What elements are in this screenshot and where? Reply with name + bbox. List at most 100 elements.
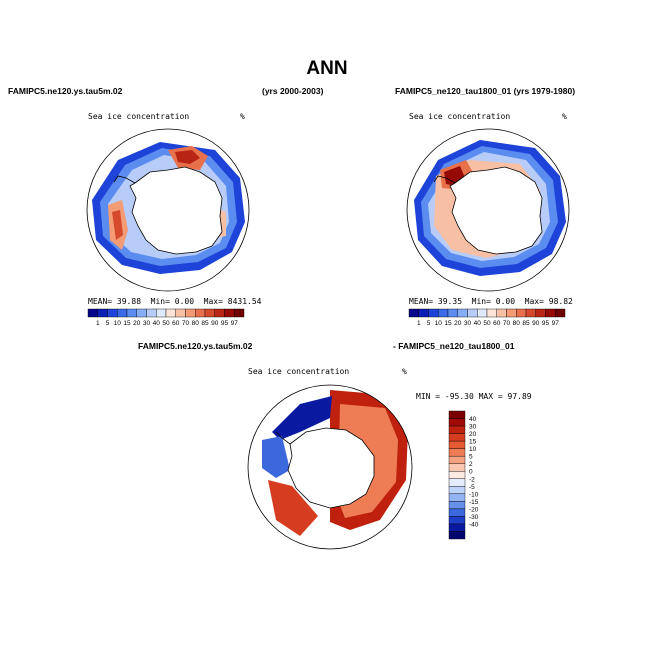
colorbar-tick-label: 95	[221, 320, 229, 327]
diff-stats: MIN = -95.30 MAX = 97.89	[416, 392, 532, 401]
colorbar-tick-label: 70	[503, 320, 511, 327]
colorbar-swatch	[448, 410, 466, 419]
colorbar-swatch	[496, 308, 507, 318]
left-stats: MEAN= 39.88 Min= 0.00 Max= 8431.54	[88, 297, 262, 306]
left-antarctica	[129, 166, 223, 255]
colorbar-swatch	[428, 308, 439, 318]
colorbar-tick-label: 20	[469, 431, 477, 438]
colorbar-tick-label: 70	[182, 320, 190, 327]
colorbar-tick-label: 1	[96, 320, 100, 327]
colorbar-swatch	[117, 308, 128, 318]
colorbar-swatch	[146, 308, 157, 318]
diff-case-right-title: - FAMIPC5_ne120_tau1800_01	[393, 341, 515, 351]
colorbar-tick-label: 30	[143, 320, 151, 327]
colorbar-tick-label: 15	[123, 320, 131, 327]
colorbar-tick-label: 20	[454, 320, 462, 327]
colorbar-tick-label: 95	[542, 320, 550, 327]
colorbar-swatch	[448, 448, 466, 457]
colorbar-swatch	[516, 308, 527, 318]
colorbar-swatch	[438, 308, 449, 318]
right-map-frame	[406, 128, 570, 292]
colorbar-tick-label: 50	[483, 320, 491, 327]
left-peninsula	[113, 175, 136, 184]
colorbar-swatch	[448, 508, 466, 517]
right-peninsula	[433, 175, 456, 184]
right-stats: MEAN= 39.35 Min= 0.00 Max= 98.82	[409, 297, 573, 306]
colorbar-swatch	[457, 308, 468, 318]
colorbar-tick-label: 2	[469, 461, 473, 468]
left-colorbar: 1 5 10 15 20 30 40 50 60 70 80 85 90 95 97	[87, 308, 245, 327]
colorbar-swatch	[214, 308, 225, 318]
left-units-label: %	[240, 112, 245, 121]
colorbar-tick-label: -5	[469, 484, 475, 491]
colorbar-swatch	[87, 308, 98, 318]
left-variable-label: Sea ice concentration	[88, 112, 190, 121]
colorbar-tick-label: 80	[513, 320, 521, 327]
colorbar-swatch	[165, 308, 176, 318]
colorbar-swatch	[204, 308, 215, 318]
colorbar-swatch	[448, 463, 466, 472]
colorbar-swatch	[448, 425, 466, 434]
colorbar-swatch	[185, 308, 196, 318]
colorbar-tick-label: 30	[469, 424, 477, 431]
colorbar-swatch	[448, 478, 466, 487]
diff-units-label: %	[402, 367, 407, 376]
colorbar-tick-label: 90	[211, 320, 219, 327]
colorbar-tick-label: 10	[469, 446, 477, 453]
colorbar-swatch	[486, 308, 497, 318]
colorbar-tick-label: 60	[172, 320, 180, 327]
colorbar-swatch	[418, 308, 429, 318]
colorbar-swatch	[408, 308, 419, 318]
colorbar-tick-label: -20	[469, 506, 479, 513]
colorbar-tick-label: 5	[106, 320, 110, 327]
colorbar-swatch	[448, 501, 466, 510]
colorbar-tick-label: 5	[469, 454, 473, 461]
right-units-label: %	[562, 112, 567, 121]
left-ice-weddell-core	[175, 150, 200, 164]
colorbar-swatch	[448, 433, 466, 442]
colorbar-swatch	[448, 493, 466, 502]
colorbar-swatch	[107, 308, 118, 318]
left-years-label: (yrs 2000-2003)	[262, 86, 324, 96]
colorbar-tick-label: 0	[469, 469, 473, 476]
colorbar-swatch	[448, 440, 466, 449]
colorbar-swatch	[448, 418, 466, 427]
colorbar-swatch	[156, 308, 167, 318]
colorbar-tick-label: 10	[114, 320, 122, 327]
colorbar-tick-label: 85	[522, 320, 530, 327]
colorbar-tick-label: 40	[474, 320, 482, 327]
colorbar-swatch	[136, 308, 147, 318]
diff-map	[262, 390, 408, 536]
right-colorbar: 1 5 10 15 20 30 40 50 60 70 80 85 90 95 97	[408, 308, 566, 327]
colorbar-tick-label: 97	[231, 320, 239, 327]
colorbar-swatch	[234, 308, 245, 318]
right-variable-label: Sea ice concentration	[409, 112, 511, 121]
colorbar-swatch	[448, 486, 466, 495]
diff-peninsula-negative	[262, 436, 290, 478]
left-map	[92, 142, 245, 274]
colorbar-swatch	[555, 308, 566, 318]
colorbar-swatch	[448, 516, 466, 525]
colorbar-tick-label: -30	[469, 514, 479, 521]
right-map	[414, 140, 566, 276]
colorbar-swatch	[545, 308, 556, 318]
colorbar-tick-label: 60	[493, 320, 501, 327]
diff-map-frame	[247, 384, 413, 550]
colorbar-tick-label: 15	[469, 439, 477, 446]
colorbar-tick-label: 10	[435, 320, 443, 327]
colorbar-tick-label: 50	[162, 320, 170, 327]
colorbar-swatch	[175, 308, 186, 318]
colorbar-swatch	[447, 308, 458, 318]
diff-weddell-negative	[272, 396, 332, 440]
colorbar-tick-label: 85	[201, 320, 209, 327]
colorbar-swatch	[126, 308, 137, 318]
right-case-title: FAMIPC5_ne120_tau1800_01 (yrs 1979-1980)	[395, 86, 576, 96]
colorbar-tick-label: 5	[427, 320, 431, 327]
colorbar-swatch	[195, 308, 206, 318]
colorbar-tick-label: -10	[469, 491, 479, 498]
colorbar-swatch	[477, 308, 488, 318]
colorbar-tick-label: -15	[469, 499, 479, 506]
colorbar-tick-label: 20	[133, 320, 141, 327]
colorbar-swatch	[535, 308, 546, 318]
